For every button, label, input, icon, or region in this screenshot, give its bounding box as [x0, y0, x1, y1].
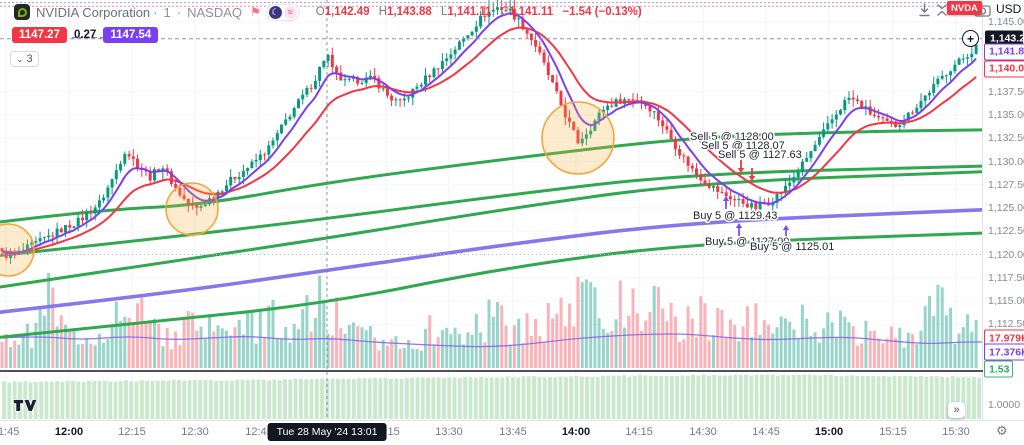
time-axis-label: 14:15 [625, 426, 653, 438]
bid-badge: 1147.27 [12, 27, 67, 43]
symbol-watermark-badge: NVDA [947, 1, 982, 15]
trade-label: Buy 5 @ 1125.01 [750, 241, 834, 253]
separator-dot: · [153, 4, 158, 20]
time-axis-label: 15:00 [814, 426, 844, 438]
ask-badge: 1147.54 [103, 27, 159, 43]
price-axis-label: 1,115.00 [988, 295, 1024, 307]
price-axis-label: 1,127.50 [988, 178, 1024, 191]
price-axis[interactable]: + 1,145.00 1,137.50 1,135.00 1,132.50 1,130.… [962, 0, 1024, 420]
pane-separator[interactable] [0, 370, 1024, 372]
approx-icon: ≈ [283, 5, 297, 19]
indicators-collapse-button[interactable]: ⌄ 3 [10, 51, 39, 67]
indicator-count: 3 [26, 53, 33, 65]
gear-icon[interactable]: ⚙ [996, 424, 1008, 439]
volume-ma-badge: 17.376K [984, 343, 1024, 361]
symbol-title[interactable]: NVIDIA Corporation [36, 4, 151, 20]
add-alert-plus-button[interactable]: + [962, 30, 979, 48]
price-axis-label: 1,117.50 [988, 271, 1024, 284]
separator-dot: · [176, 4, 182, 20]
ratio-badge: 1.53 [984, 360, 1014, 378]
time-axis-label: 11:45 [0, 426, 20, 438]
price-axis-label: 1,137.50 [988, 85, 1024, 98]
download-icon[interactable] [918, 3, 931, 22]
price-axis-label: 1,132.50 [988, 132, 1024, 145]
time-axis-label: 13:30 [435, 426, 463, 438]
open-value: 1,142.49 [324, 6, 370, 18]
time-axis-label: 12:45 [245, 426, 273, 438]
spread-value: 0.27 [73, 29, 97, 41]
moon-icon: ☾ [268, 5, 282, 19]
trade-label: Sell 5 @ 1128.07 [701, 140, 785, 152]
trade-label: Sell 5 @ 1128.00 [690, 131, 774, 143]
currency-selector[interactable]: USD ⌄ [996, 2, 1024, 16]
price-axis-label: 1,135.00 [988, 109, 1024, 121]
highlight-circle [541, 101, 615, 175]
time-axis[interactable]: Tue 28 May '24 13:01 ⚙ 11:45 12:00 12:15 12… [0, 421, 1024, 445]
price-axis-label: 1,130.00 [988, 155, 1024, 168]
time-axis-label: 13:45 [499, 426, 527, 438]
exchange-label: NASDAQ [187, 4, 242, 20]
close-value: 1,141.11 [509, 6, 554, 18]
time-axis-label: 12:15 [118, 426, 146, 438]
time-axis-label: 14:00 [561, 426, 591, 438]
chart-legend: NVIDIA Corporation · 1 · NASDAQ ⚑ ☾ ≈ O1… [10, 2, 642, 67]
time-axis-label: 12:30 [181, 426, 209, 438]
trade-label: Sell 5 @ 1127.63 [718, 149, 802, 161]
flag-icon[interactable]: ⚑ [250, 5, 261, 19]
high-label: H [378, 6, 387, 18]
low-value: 1,141.11 [447, 6, 492, 18]
close-label: C [500, 6, 510, 18]
highlight-circle [0, 223, 35, 277]
ma-slow-price-badge: 1,140.00 [984, 60, 1024, 77]
time-axis-label: 15:15 [879, 426, 907, 438]
trade-label: Buy 5 @ 1127.00 [705, 236, 789, 248]
price-axis-label: 1,145.00 [988, 16, 1024, 28]
price-axis-label: 1,120.00 [988, 248, 1024, 261]
highlight-circle [165, 182, 219, 236]
tradingview-logo[interactable] [12, 396, 38, 419]
price-axis-label: 1,125.00 [988, 202, 1024, 214]
crosshair-time-badge: Tue 28 May '24 13:01 [267, 423, 387, 441]
time-axis-border [0, 420, 1024, 421]
indicator-pill[interactable]: ☾ ≈ [265, 3, 300, 21]
price-axis-border [982, 0, 983, 420]
chevron-down-icon: ⌄ [16, 54, 24, 64]
scroll-to-latest-button[interactable]: » [948, 402, 965, 418]
high-value: 1,143.88 [387, 6, 432, 18]
change-value: −1.54 (−0.13%) [562, 6, 642, 18]
time-axis-label: 14:30 [689, 426, 717, 438]
interval-label[interactable]: 1 [163, 4, 171, 20]
open-label: O [315, 6, 325, 18]
nvidia-logo-icon [14, 4, 30, 20]
collapse-pane-icon[interactable] [936, 3, 948, 22]
currency-label: USD [996, 2, 1022, 16]
ma-fast-price-badge: 1,141.82 [984, 43, 1024, 61]
ohlc-readout: O1,142.49 H1,143.88 L1,141.11 C1,141.11 … [310, 6, 642, 18]
trade-label: Buy 5 @ 1129.43 [693, 210, 777, 222]
low-label: L [440, 6, 448, 18]
price-axis-label: 1,112.50 [988, 318, 1024, 331]
time-axis-label: 12:00 [54, 426, 84, 438]
price-axis-label: 1,122.50 [988, 225, 1024, 238]
time-axis-label: 15:30 [942, 426, 970, 438]
time-axis-label: 14:45 [752, 426, 780, 438]
ratio-scale-label: 1.0000 [988, 399, 1021, 411]
